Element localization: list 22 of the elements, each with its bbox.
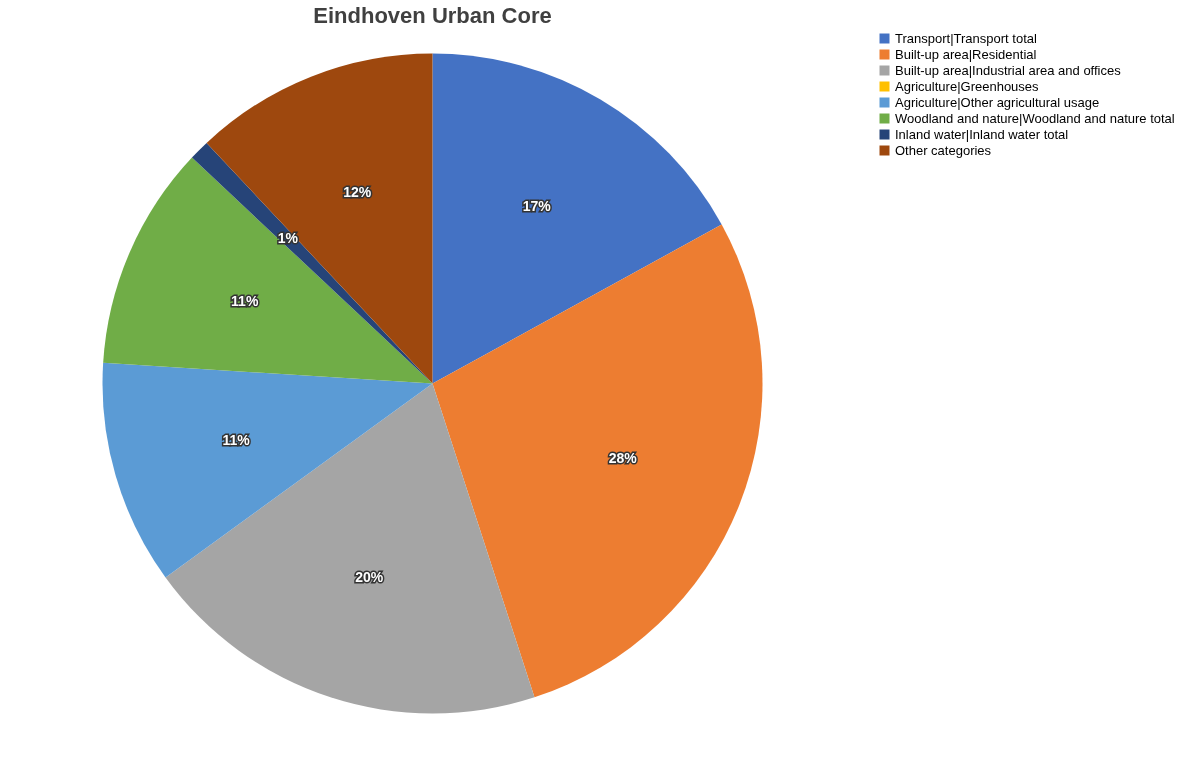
data-label: 11% (222, 431, 251, 448)
legend-label: Other categories (895, 142, 992, 158)
data-label: 11% (231, 293, 259, 310)
legend-label: Built-up area|Residential (895, 46, 1037, 62)
pie-slice (165, 383, 535, 713)
legend-label: Agriculture|Greenhouses (895, 78, 1040, 94)
legend-label: Agriculture|Other agricultural usage (895, 94, 1100, 110)
pie-slice (432, 53, 722, 384)
legend-label: Woodland and nature|Woodland and nature total (895, 110, 1175, 126)
data-label: 28% (608, 449, 638, 466)
legend-label: Inland water|Inland water total (895, 126, 1069, 142)
data-label: 12% (343, 184, 372, 201)
chart-title: Eindhoven Urban Core (313, 3, 552, 28)
pie-slice (103, 157, 433, 384)
data-label: 17% (522, 198, 552, 215)
pie-slice (206, 53, 433, 384)
legend-label: Built-up area|Industrial area and offices (895, 62, 1122, 78)
pie-slice (191, 142, 433, 384)
data-label: 20% (355, 569, 384, 586)
pie-slice (432, 224, 763, 698)
data-label: 1% (277, 229, 299, 246)
legend-label: Transport|Transport total (895, 30, 1037, 46)
